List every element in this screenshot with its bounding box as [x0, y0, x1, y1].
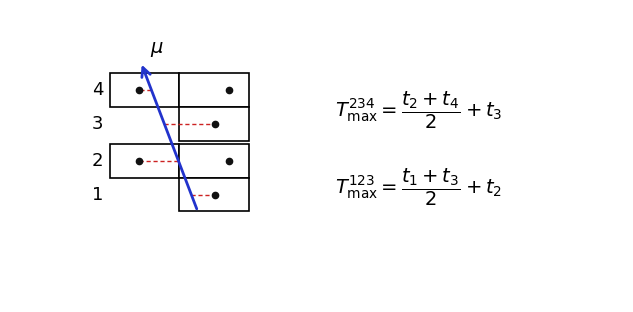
Text: $T^{123}_{\mathrm{max}}=\dfrac{t_1+t_3}{2}+t_2$: $T^{123}_{\mathrm{max}}=\dfrac{t_1+t_3}{… [335, 166, 502, 207]
Text: 1: 1 [92, 186, 103, 203]
Bar [179, 144, 249, 178]
Bar [110, 144, 179, 178]
Text: 4: 4 [92, 81, 103, 99]
Bar [179, 107, 249, 141]
Bar [110, 73, 179, 107]
Text: 3: 3 [92, 115, 103, 133]
Bar [179, 178, 249, 212]
Text: $\mu$: $\mu$ [150, 40, 164, 59]
Text: 2: 2 [92, 152, 103, 170]
Bar [179, 73, 249, 107]
Text: $T^{234}_{\mathrm{max}}=\dfrac{t_2+t_4}{2}+t_3$: $T^{234}_{\mathrm{max}}=\dfrac{t_2+t_4}{… [335, 89, 502, 130]
